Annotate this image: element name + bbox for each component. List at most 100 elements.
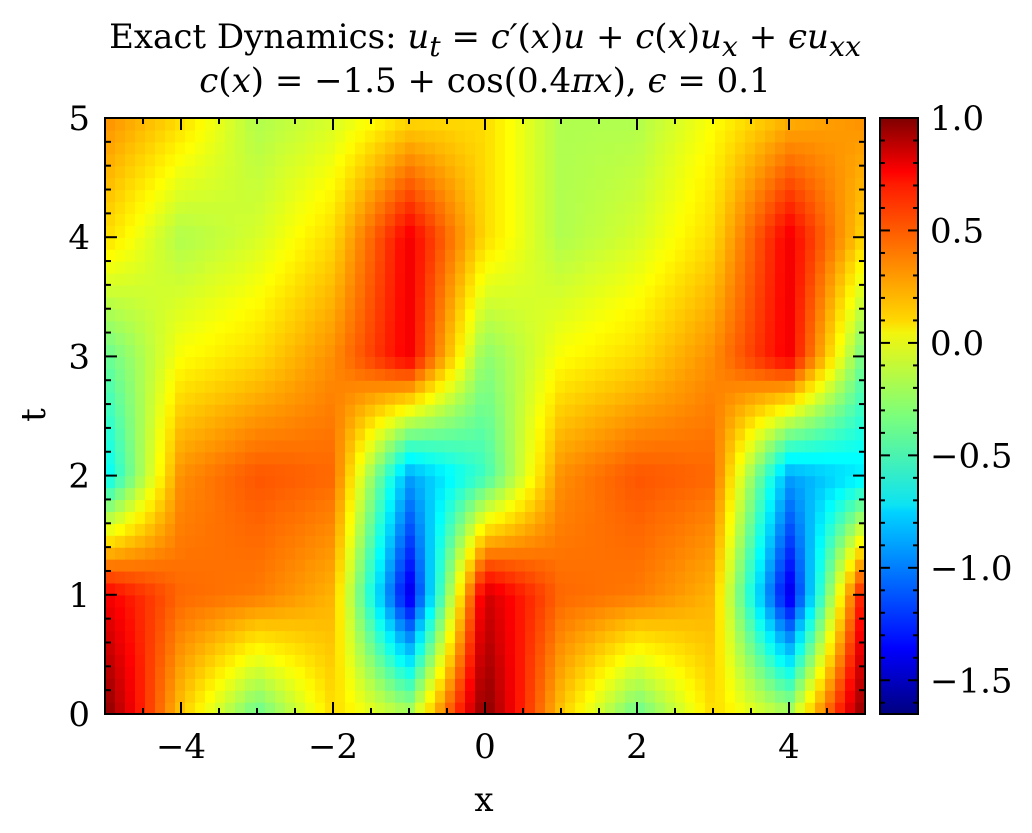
heatmap-cell (395, 582, 406, 596)
heatmap-cell (735, 654, 746, 667)
heatmap-cell (855, 272, 865, 286)
heatmap-cell (515, 332, 526, 346)
heatmap-cell (825, 427, 836, 441)
heatmap-cell (275, 201, 286, 214)
heatmap-cell (105, 594, 116, 608)
heatmap-cell (615, 249, 626, 262)
heatmap-cell (425, 487, 436, 501)
heatmap-cell (385, 320, 396, 334)
heatmap-cell (835, 320, 846, 334)
heatmap-cell (115, 129, 126, 143)
heatmap-cell (715, 642, 726, 655)
heatmap-cell (555, 344, 566, 357)
heatmap-cell (565, 249, 576, 262)
heatmap-cell (835, 570, 846, 584)
heatmap-cell (735, 129, 746, 143)
heatmap-cell (135, 499, 146, 512)
heatmap-cell (265, 666, 276, 679)
heatmap-cell (565, 690, 576, 703)
heatmap-cell (625, 332, 636, 346)
heatmap-cell (255, 272, 266, 286)
heatmap-cell (445, 118, 456, 131)
heatmap-cell (515, 189, 526, 203)
heatmap-cell (325, 272, 336, 286)
heatmap-cell (815, 463, 826, 477)
heatmap-cell (235, 225, 246, 238)
heatmap-cell (135, 666, 146, 679)
heatmap-cell (605, 344, 616, 357)
heatmap-cell (545, 213, 556, 226)
heatmap-cell (565, 165, 576, 179)
heatmap-cell (785, 678, 796, 691)
heatmap-cell (175, 499, 186, 512)
heatmap-cell (295, 213, 306, 226)
heatmap-cell (725, 141, 736, 155)
heatmap-cell (235, 451, 246, 465)
heatmap-cell (625, 153, 636, 167)
heatmap-cell (195, 141, 206, 155)
heatmap-cell (775, 642, 786, 655)
heatmap-cell (745, 678, 756, 691)
heatmap-cell (305, 439, 316, 453)
heatmap-cell (495, 225, 506, 238)
heatmap-cell (555, 594, 566, 608)
heatmap-cell (595, 618, 606, 632)
heatmap-cell (695, 225, 706, 238)
heatmap-cell (235, 201, 246, 214)
heatmap-cell (155, 654, 166, 667)
heatmap-cell (835, 690, 846, 703)
heatmap-cell (715, 249, 726, 262)
heatmap-cell (815, 141, 826, 155)
heatmap-cell (685, 606, 696, 620)
heatmap-cell (355, 368, 366, 381)
heatmap-cell (325, 666, 336, 679)
heatmap-cell (385, 272, 396, 286)
heatmap-cell (535, 237, 546, 250)
heatmap-cell (355, 404, 366, 417)
heatmap-cell (115, 141, 126, 155)
heatmap-cell (175, 284, 186, 298)
heatmap-cell (545, 559, 556, 572)
heatmap-cell (735, 392, 746, 405)
heatmap-cell (295, 511, 306, 524)
heatmap-cell (395, 618, 406, 632)
heatmap-cell (435, 225, 446, 238)
heatmap-cell (205, 213, 216, 226)
heatmap-cell (225, 511, 236, 524)
heatmap-cell (795, 416, 806, 429)
heatmap-cell (855, 118, 865, 131)
heatmap-cell (345, 523, 356, 536)
heatmap-cell (415, 654, 426, 667)
heatmap-cell (555, 308, 566, 322)
heatmap-cell (105, 475, 116, 489)
heatmap-cell (285, 332, 296, 346)
heatmap-cell (635, 559, 646, 572)
heatmap-cell (135, 606, 146, 620)
heatmap-cell (285, 451, 296, 465)
heatmap-cell (815, 380, 826, 393)
heatmap-cell (655, 535, 666, 548)
heatmap-cell (415, 320, 426, 334)
heatmap-cell (615, 356, 626, 369)
heatmap-cell (345, 129, 356, 143)
heatmap-cell (785, 666, 796, 679)
heatmap-cell (585, 451, 596, 465)
heatmap-cell (635, 165, 646, 179)
heatmap-cell (635, 439, 646, 453)
heatmap-cell (445, 237, 456, 250)
heatmap-cell (585, 249, 596, 262)
heatmap-cell (825, 642, 836, 655)
heatmap-cell (555, 666, 566, 679)
heatmap-cell (235, 213, 246, 226)
heatmap-cell (195, 463, 206, 477)
heatmap-cell (695, 118, 706, 131)
heatmap-cell (445, 594, 456, 608)
heatmap-cell (465, 487, 476, 501)
heatmap-cell (545, 225, 556, 238)
heatmap-cell (715, 380, 726, 393)
heatmap-cell (535, 177, 546, 191)
heatmap-cell (435, 296, 446, 310)
heatmap-cell (625, 392, 636, 405)
heatmap-cell (555, 654, 566, 667)
heatmap-cell (505, 523, 516, 536)
